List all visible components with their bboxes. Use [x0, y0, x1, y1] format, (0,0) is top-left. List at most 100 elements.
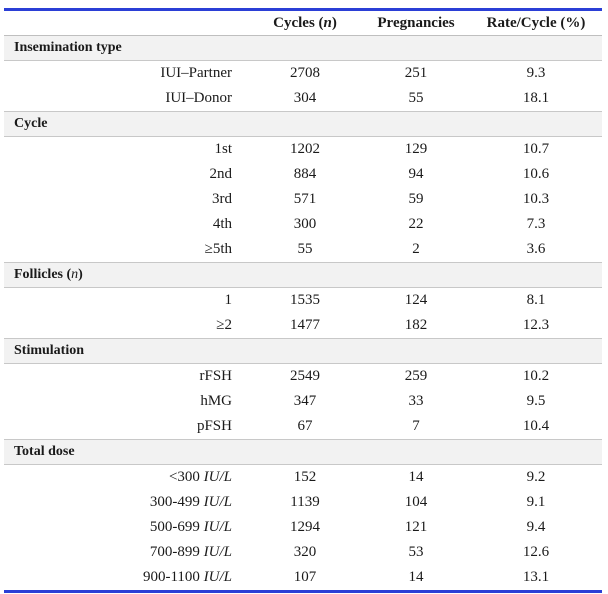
pregnancies-cell: 129 — [404, 141, 428, 157]
row-label-text: ≥2 — [216, 317, 232, 333]
cycles-cell: 1294 — [290, 519, 320, 535]
rate-cell: 10.6 — [522, 166, 550, 182]
section-title: Total dose — [4, 439, 602, 465]
section-title: Follicles (n) — [4, 262, 602, 288]
rate-cell: 10.3 — [522, 191, 550, 207]
row-unit: IU/L — [203, 469, 232, 485]
cycles-cell: 152 — [293, 469, 317, 485]
top-rule — [4, 8, 602, 11]
row-label: 700-899 IU/L — [4, 540, 248, 565]
row-label: pFSH — [4, 414, 248, 440]
row-label: ≥2 — [4, 313, 248, 339]
row-unit: IU/L — [203, 494, 232, 510]
table-row: 300-499 IU/L 1139 104 9.1 — [4, 490, 602, 515]
bottom-rule — [4, 590, 602, 593]
cycles-cell: 347 — [293, 393, 317, 409]
row-label-text: 1 — [224, 292, 233, 308]
pregnancies-cell: 104 — [404, 494, 428, 510]
table-row: rFSH 2549 259 10.2 — [4, 364, 602, 390]
row-label-text: IUI–Donor — [165, 90, 232, 106]
rate-cell: 9.1 — [526, 494, 546, 510]
rate-cell: 9.3 — [526, 65, 546, 81]
rate-cell: 3.6 — [526, 241, 546, 257]
row-label-text: rFSH — [199, 368, 232, 384]
pregnancies-cell: 14 — [408, 569, 424, 585]
table-row: ≥5th 55 2 3.6 — [4, 237, 602, 263]
table-row: ≥2 1477 182 12.3 — [4, 313, 602, 339]
table-row: 1 1535 124 8.1 — [4, 288, 602, 314]
cycles-cell: 304 — [293, 90, 317, 106]
pregnancies-cell: 7 — [412, 418, 420, 434]
table-row: <300 IU/L 152 14 9.2 — [4, 465, 602, 491]
table-row: 1st 1202 129 10.7 — [4, 137, 602, 163]
cycles-cell: 300 — [293, 216, 317, 232]
header-label — [4, 11, 248, 36]
table-row: 2nd 884 94 10.6 — [4, 162, 602, 187]
cycles-cell: 1477 — [290, 317, 320, 333]
pregnancies-cell: 251 — [404, 65, 428, 81]
cycles-cell: 884 — [293, 166, 317, 182]
row-label: ≥5th — [4, 237, 248, 263]
row-label: 1st — [4, 137, 248, 163]
header-cycles: Cycles (n) — [248, 11, 362, 36]
rate-cell: 9.5 — [526, 393, 546, 409]
row-label-text: 900-1100 — [142, 569, 204, 585]
row-label: 3rd — [4, 187, 248, 212]
cycles-cell: 2708 — [290, 65, 320, 81]
row-label: <300 IU/L — [4, 465, 248, 491]
row-label: 900-1100 IU/L — [4, 565, 248, 590]
rate-cell: 7.3 — [526, 216, 546, 232]
row-label-text: IUI–Partner — [160, 65, 232, 81]
row-label: 1 — [4, 288, 248, 314]
pregnancies-cell: 121 — [404, 519, 428, 535]
row-unit: IU/L — [203, 519, 232, 535]
row-label-text: 300-499 — [149, 494, 204, 510]
section-header-row: Insemination type — [4, 35, 602, 61]
pregnancies-cell: 59 — [408, 191, 424, 207]
row-label-text: pFSH — [196, 418, 232, 434]
row-label-text: hMG — [200, 393, 232, 409]
header-rate: Rate/Cycle (%) — [470, 11, 602, 36]
cycles-cell: 67 — [297, 418, 313, 434]
row-label: hMG — [4, 389, 248, 414]
row-label-text: 2nd — [209, 166, 233, 182]
table-row: 500-699 IU/L 1294 121 9.4 — [4, 515, 602, 540]
pregnancies-cell: 259 — [404, 368, 428, 384]
row-label: rFSH — [4, 364, 248, 390]
rate-cell: 9.4 — [526, 519, 546, 535]
row-label-text: 3rd — [212, 191, 232, 207]
row-label-text: 700-899 — [149, 544, 204, 560]
cycles-cell: 107 — [293, 569, 317, 585]
cycles-cell: 320 — [293, 544, 317, 560]
header-pregnancies: Pregnancies — [362, 11, 470, 36]
section-header-row: Cycle — [4, 111, 602, 137]
table-row: 3rd 571 59 10.3 — [4, 187, 602, 212]
rate-cell: 12.3 — [522, 317, 550, 333]
section-title-text: Stimulation — [14, 343, 85, 358]
row-label-text: 1st — [214, 141, 232, 157]
section-title-text: Follicles — [14, 267, 63, 282]
row-label: IUI–Partner — [4, 61, 248, 87]
section-title: Stimulation — [4, 338, 602, 364]
section-title-text: Insemination type — [14, 40, 122, 55]
pregnancies-cell: 55 — [408, 90, 424, 106]
table-row: 4th 300 22 7.3 — [4, 212, 602, 237]
cycles-cell: 571 — [293, 191, 317, 207]
row-label-text: 4th — [212, 216, 232, 232]
pregnancies-cell: 22 — [408, 216, 424, 232]
cycles-cell: 1202 — [290, 141, 320, 157]
table-row: 900-1100 IU/L 107 14 13.1 — [4, 565, 602, 590]
table-row: hMG 347 33 9.5 — [4, 389, 602, 414]
section-header-row: Follicles (n) — [4, 262, 602, 288]
row-label: IUI–Donor — [4, 86, 248, 112]
pregnancies-cell: 53 — [408, 544, 424, 560]
table-row: 700-899 IU/L 320 53 12.6 — [4, 540, 602, 565]
section-title-text: Total dose — [14, 444, 75, 459]
section-title: Insemination type — [4, 35, 602, 61]
row-label-text: ≥5th — [204, 241, 232, 257]
table-row: IUI–Donor 304 55 18.1 — [4, 86, 602, 112]
rate-cell: 18.1 — [522, 90, 550, 106]
section-title-text: Cycle — [14, 116, 48, 131]
data-table-container: Cycles (n) Pregnancies Rate/Cycle (%) In… — [4, 8, 602, 593]
pregnancies-cell: 33 — [408, 393, 424, 409]
